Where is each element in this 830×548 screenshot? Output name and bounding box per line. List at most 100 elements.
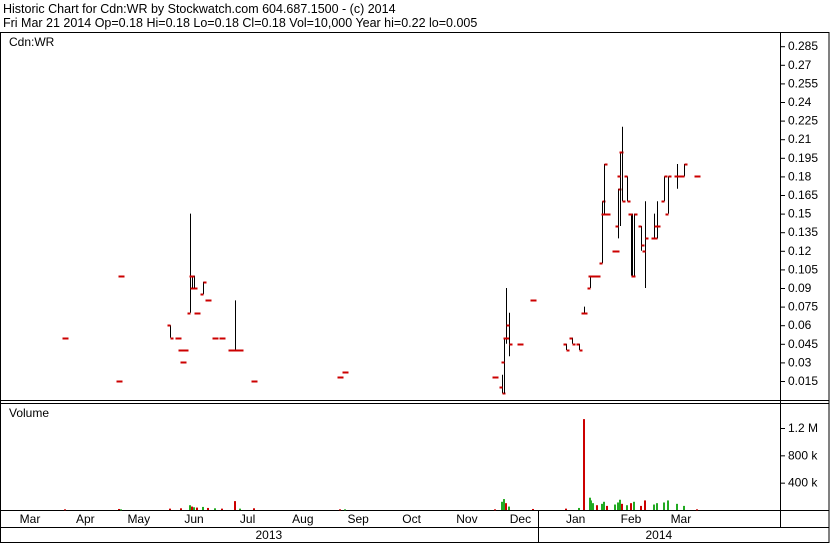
volume-bar: [601, 503, 603, 510]
price-tick-label: 0.15: [788, 207, 812, 221]
volume-bar: [505, 503, 507, 510]
volume-bar: [626, 505, 628, 510]
price-tick-label: 0.165: [788, 188, 818, 202]
price-tick-label: 0.045: [788, 337, 818, 351]
price-tick-label: 0.21: [788, 132, 812, 146]
month-tick-label: Mar: [20, 512, 41, 526]
month-tick-label: Nov: [456, 512, 477, 526]
price-tick-label: 0.195: [788, 151, 818, 165]
price-bar: [681, 163, 688, 178]
header-title: Historic Chart for Cdn:WR by Stockwatch.…: [3, 2, 396, 16]
volume-tick-label: 1.2 M: [788, 421, 818, 435]
month-tick-label: Oct: [402, 512, 421, 526]
chart-frame: [0, 32, 830, 543]
month-tick-label: May: [127, 512, 150, 526]
price-tick-label: 0.135: [788, 225, 818, 239]
price-bar: [232, 300, 239, 352]
price-tick-label: 0.06: [788, 318, 812, 332]
price-bar: [587, 275, 594, 290]
price-bar: [499, 374, 506, 395]
header-quote: Fri Mar 21 2014 Op=0.18 Hi=0.18 Lo=0.18 …: [3, 16, 477, 30]
price-bar: [581, 306, 588, 315]
x-axis-ticks: Mar Apr May Jun Jul Aug Sep Oct Nov Dec Jan Feb Mar 2…: [20, 512, 692, 542]
volume-bar: [633, 501, 635, 510]
price-bar: [661, 175, 668, 203]
price-panel-title: Cdn:WR: [9, 35, 55, 49]
volume-bar: [202, 506, 204, 510]
outer-border: [0, 32, 830, 543]
month-tick-label: Apr: [76, 512, 95, 526]
volume-bar: [590, 500, 592, 510]
price-tick-label: 0.105: [788, 262, 818, 276]
volume-bar: [193, 507, 195, 510]
price-bars: [62, 126, 701, 395]
price-bar: [638, 225, 645, 251]
price-bar: [601, 163, 608, 216]
volume-bar: [120, 509, 122, 511]
price-bar: [576, 343, 583, 352]
price-tick-label: 0.24: [788, 95, 812, 109]
volume-bar: [676, 503, 678, 510]
price-bar: [642, 201, 649, 288]
price-tick-label: 0.27: [788, 58, 812, 72]
price-tick-label: 0.285: [788, 39, 818, 53]
volume-bar: [619, 499, 621, 510]
volume-bar: [663, 502, 665, 510]
volume-bar: [234, 501, 236, 510]
volume-bar: [621, 503, 623, 510]
price-bar: [665, 175, 672, 216]
price-bar: [191, 275, 198, 290]
volume-bar: [189, 505, 191, 510]
volume-bar: [578, 507, 580, 510]
volume-bar: [656, 503, 658, 510]
year-tick-label: 2013: [255, 528, 282, 542]
volume-bar: [592, 503, 594, 510]
month-tick-label: Mar: [671, 512, 692, 526]
volume-bar: [239, 508, 241, 510]
price-bar: [654, 201, 661, 239]
price-bar: [624, 175, 631, 203]
volume-bar: [617, 502, 619, 510]
volume-bar: [207, 507, 209, 510]
price-bar: [200, 281, 207, 296]
price-tick-label: 0.075: [788, 300, 818, 314]
volume-bar: [630, 503, 632, 510]
volume-bar: [640, 505, 642, 510]
volume-bar: [221, 508, 223, 510]
volume-bar: [339, 509, 341, 511]
volume-bar: [508, 506, 510, 510]
volume-bar: [214, 508, 216, 510]
volume-bar: [644, 500, 646, 510]
volume-bar: [253, 508, 255, 510]
price-tick-label: 0.255: [788, 76, 818, 90]
volume-bar: [603, 501, 605, 510]
y-axis-ticks: 0.015 0.03 0.045 0.06 0.075 0.09 0.105 0.12 0.13…: [780, 39, 818, 490]
volume-bar: [532, 508, 534, 510]
volume-bar: [565, 508, 567, 510]
price-bar: [619, 126, 626, 203]
volume-bar: [196, 507, 198, 510]
price-bar: [503, 288, 510, 344]
price-bar: [631, 213, 638, 278]
volume-bar: [596, 505, 598, 510]
volume-bar: [583, 419, 585, 510]
volume-tick-label: 800 k: [788, 448, 818, 462]
volume-bar: [653, 504, 655, 510]
price-bar: [187, 213, 194, 315]
month-tick-label: Dec: [510, 512, 531, 526]
month-tick-label: Jun: [184, 512, 203, 526]
month-tick-label: Jan: [566, 512, 585, 526]
volume-bar: [494, 509, 496, 511]
volume-bar: [683, 505, 685, 510]
month-tick-label: Sep: [347, 512, 369, 526]
price-bar: [569, 337, 576, 346]
price-bar: [628, 213, 635, 278]
price-bar: [563, 343, 570, 352]
price-bar: [167, 324, 174, 340]
month-tick-label: Feb: [621, 512, 642, 526]
month-tick-label: Aug: [292, 512, 313, 526]
volume-bar: [614, 504, 616, 510]
volume-bars: [64, 419, 698, 511]
